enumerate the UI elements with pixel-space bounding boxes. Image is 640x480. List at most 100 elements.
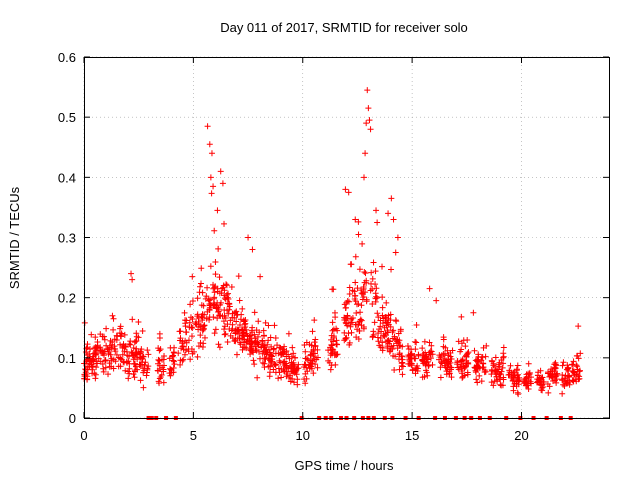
data-point xyxy=(141,367,148,374)
data-point xyxy=(459,357,466,364)
y-tick-label: 0.6 xyxy=(58,50,76,65)
data-point xyxy=(182,320,189,327)
data-point xyxy=(222,314,229,321)
data-point xyxy=(265,337,272,344)
data-point xyxy=(560,381,567,388)
data-point xyxy=(229,321,236,328)
data-point xyxy=(474,379,481,386)
data-point xyxy=(275,350,282,357)
data-point xyxy=(433,297,440,304)
data-point xyxy=(210,281,217,288)
data-point xyxy=(384,343,391,350)
data-point xyxy=(204,123,211,130)
data-point xyxy=(368,280,375,287)
data-point xyxy=(442,344,449,351)
data-point xyxy=(211,227,218,234)
data-point xyxy=(343,320,350,327)
data-point xyxy=(187,301,194,308)
data-point xyxy=(575,355,582,362)
data-point xyxy=(175,350,182,357)
chart-title: Day 011 of 2017, SRMTID for receiver sol… xyxy=(220,20,468,35)
data-point xyxy=(212,271,219,278)
data-point xyxy=(92,334,99,341)
data-point xyxy=(249,329,256,336)
data-point xyxy=(160,379,167,386)
data-point xyxy=(241,327,248,334)
data-point xyxy=(408,350,415,357)
data-point xyxy=(325,357,332,364)
data-point xyxy=(194,295,201,302)
data-point xyxy=(355,231,362,238)
data-point xyxy=(379,294,386,301)
data-point xyxy=(540,383,547,390)
data-point xyxy=(257,273,264,280)
data-point xyxy=(349,287,356,294)
data-point xyxy=(551,364,558,371)
data-point xyxy=(259,359,266,366)
data-point xyxy=(515,371,522,378)
data-point xyxy=(275,375,282,382)
data-point xyxy=(491,363,498,370)
data-point xyxy=(271,322,278,329)
data-point xyxy=(548,373,555,380)
data-point xyxy=(193,321,200,328)
data-point xyxy=(261,354,268,361)
data-point xyxy=(208,190,215,197)
data-point xyxy=(261,341,268,348)
data-point xyxy=(346,284,353,291)
data-point xyxy=(90,358,97,365)
data-point xyxy=(551,377,558,384)
data-point xyxy=(425,363,432,370)
data-point xyxy=(566,373,573,380)
y-tick-label: 0.2 xyxy=(58,291,76,306)
data-point xyxy=(375,314,382,321)
data-point xyxy=(422,361,429,368)
data-point xyxy=(272,362,279,369)
data-point xyxy=(255,318,262,325)
data-point xyxy=(82,366,89,373)
data-point xyxy=(261,333,268,340)
data-point xyxy=(225,296,232,303)
data-point xyxy=(374,219,381,226)
data-point xyxy=(285,351,292,358)
data-point xyxy=(292,354,299,361)
data-point xyxy=(392,317,399,324)
data-point xyxy=(236,330,243,337)
data-point xyxy=(328,362,335,369)
data-point xyxy=(365,105,372,112)
data-point xyxy=(88,361,95,368)
data-point xyxy=(256,355,263,362)
data-point xyxy=(129,350,136,357)
data-point xyxy=(126,365,133,372)
data-point xyxy=(221,307,228,314)
data-point xyxy=(459,373,466,380)
data-point xyxy=(352,253,359,260)
data-point xyxy=(154,367,161,374)
data-point xyxy=(111,343,118,350)
data-point xyxy=(310,347,317,354)
data-point xyxy=(177,335,184,342)
data-point xyxy=(328,342,335,349)
data-point xyxy=(577,350,584,357)
data-point xyxy=(266,362,273,369)
data-point xyxy=(198,302,205,309)
data-point xyxy=(204,284,211,291)
data-point xyxy=(267,357,274,364)
data-point xyxy=(131,368,138,375)
data-point xyxy=(463,352,470,359)
data-point xyxy=(510,387,517,394)
data-point xyxy=(437,364,444,371)
data-point xyxy=(473,376,480,383)
data-point xyxy=(177,328,184,335)
data-point xyxy=(472,357,479,364)
data-point xyxy=(448,364,455,371)
data-point xyxy=(426,285,433,292)
data-point xyxy=(461,364,468,371)
data-point xyxy=(221,326,228,333)
data-point xyxy=(130,345,137,352)
data-point xyxy=(216,312,223,319)
data-point xyxy=(525,360,532,367)
data-point xyxy=(228,284,235,291)
data-point xyxy=(420,350,427,357)
data-point xyxy=(185,348,192,355)
